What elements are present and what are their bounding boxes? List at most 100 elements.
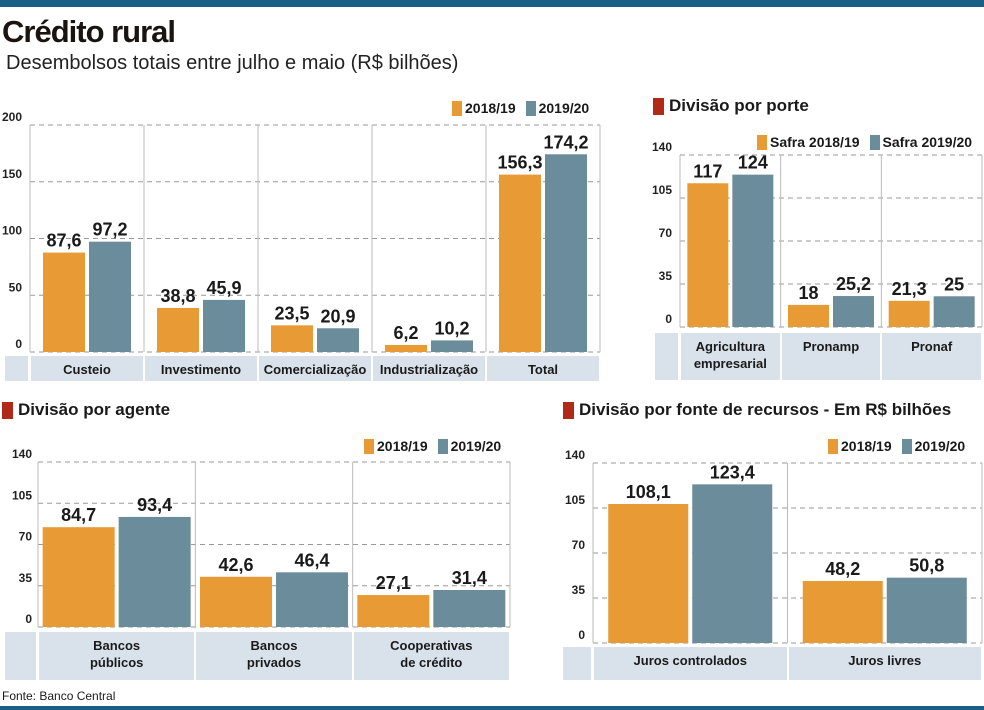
legend-swatch (452, 100, 462, 116)
bar (545, 154, 587, 352)
legend-swatch (901, 438, 912, 454)
y-tick-label: 70 (572, 538, 586, 552)
section-marker (2, 401, 13, 419)
category-label: Juros livres (788, 647, 981, 680)
y-tick-label: 150 (2, 167, 22, 181)
label-row-spacer (5, 356, 28, 381)
category-label: Cooperativas de crédito (353, 632, 509, 680)
bar (276, 572, 348, 627)
legend-chart-4: 2018/19 2019/20 (828, 438, 965, 454)
bar (886, 577, 967, 643)
category-label: Bancos privados (196, 632, 352, 680)
section-title-text: Divisão por fonte de recursos - Em R$ bi… (579, 400, 952, 419)
data-label: 108,1 (626, 482, 671, 502)
data-label: 25,2 (836, 274, 871, 294)
bar (317, 328, 359, 352)
bar (157, 307, 199, 352)
bar (433, 589, 506, 627)
section-title-fonte: Divisão por fonte de recursos - Em R$ bi… (563, 400, 951, 420)
data-label: 48,2 (825, 559, 860, 579)
legend-label: Safra 2018/19 (770, 134, 860, 150)
bar (203, 299, 245, 352)
legend-chart-2: Safra 2018/19 Safra 2019/20 (757, 134, 972, 150)
legend-label: 2018/19 (465, 100, 516, 116)
data-label: 18 (798, 283, 818, 303)
label-row-spacer (563, 647, 591, 680)
legend-item: Safra 2018/19 (757, 134, 860, 150)
data-label: 45,9 (206, 278, 241, 298)
legend-item: 2019/20 (525, 100, 589, 116)
data-label: 6,2 (393, 323, 418, 343)
y-tick-label: 35 (659, 269, 673, 283)
legend-swatch (364, 438, 374, 454)
data-label: 42,6 (218, 555, 253, 575)
y-tick-label: 105 (12, 488, 32, 502)
legend-item: 2019/20 (901, 438, 965, 454)
y-tick-label: 105 (565, 493, 585, 507)
legend-chart-1: 2018/19 2019/20 (452, 100, 589, 116)
label-row-spacer (655, 333, 678, 380)
legend-swatch (869, 134, 880, 150)
bar (43, 252, 85, 352)
legend-item: Safra 2019/20 (869, 134, 973, 150)
category-label: Comercialização (259, 356, 371, 381)
data-label: 25 (944, 274, 964, 294)
legend-swatch (828, 438, 838, 454)
top-band (0, 0, 984, 7)
category-label: Juros controlados (594, 647, 787, 680)
category-label: Pronamp (781, 333, 881, 380)
bar (499, 174, 541, 352)
y-tick-label: 0 (25, 612, 32, 626)
data-label: 27,1 (376, 573, 411, 593)
bar (431, 340, 473, 352)
section-marker (563, 401, 574, 419)
page-title: Crédito rural (2, 14, 176, 49)
label-row-spacer (5, 632, 36, 680)
y-tick-label: 140 (652, 140, 672, 154)
category-label: Industrialização (373, 356, 485, 381)
section-title-text: Divisão por porte (669, 96, 809, 115)
data-label: 174,2 (543, 132, 588, 152)
bar (357, 595, 430, 627)
y-tick-label: 0 (578, 628, 585, 642)
y-tick-label: 200 (2, 110, 22, 124)
data-label: 156,3 (497, 153, 542, 173)
y-tick-label: 35 (19, 571, 33, 585)
data-label: 31,4 (452, 568, 487, 588)
bar (385, 344, 427, 352)
bar (888, 300, 930, 327)
legend-item: 2018/19 (364, 438, 428, 454)
data-label: 84,7 (61, 505, 96, 525)
y-tick-label: 50 (9, 280, 23, 294)
bar (692, 484, 773, 643)
bar (833, 296, 874, 327)
bar (271, 325, 313, 352)
legend-swatch (525, 100, 536, 116)
legend-label: 2018/19 (841, 438, 892, 454)
bar (933, 296, 975, 327)
legend-item: 2019/20 (437, 438, 501, 454)
section-title-porte: Divisão por porte (653, 96, 809, 116)
legend-chart-3: 2018/19 2019/20 (364, 438, 501, 454)
y-tick-label: 35 (572, 583, 586, 597)
category-label: Investimento (145, 356, 257, 381)
source-note: Fonte: Banco Central (2, 689, 116, 703)
bar (788, 304, 829, 327)
bar (42, 527, 115, 627)
y-tick-label: 140 (565, 448, 585, 462)
legend-swatch (757, 134, 767, 150)
y-tick-label: 0 (665, 312, 672, 326)
legend-item: 2018/19 (452, 100, 516, 116)
data-label: 97,2 (92, 220, 127, 240)
y-tick-label: 140 (12, 447, 32, 461)
bar (118, 516, 191, 627)
data-label: 93,4 (137, 495, 172, 515)
y-tick-label: 70 (659, 226, 673, 240)
legend-label: Safra 2019/20 (882, 134, 973, 150)
data-label: 123,4 (710, 462, 755, 482)
data-label: 20,9 (320, 306, 355, 326)
category-label: Pronaf (882, 333, 981, 380)
data-label: 23,5 (274, 303, 309, 323)
category-label: Total (487, 356, 599, 381)
